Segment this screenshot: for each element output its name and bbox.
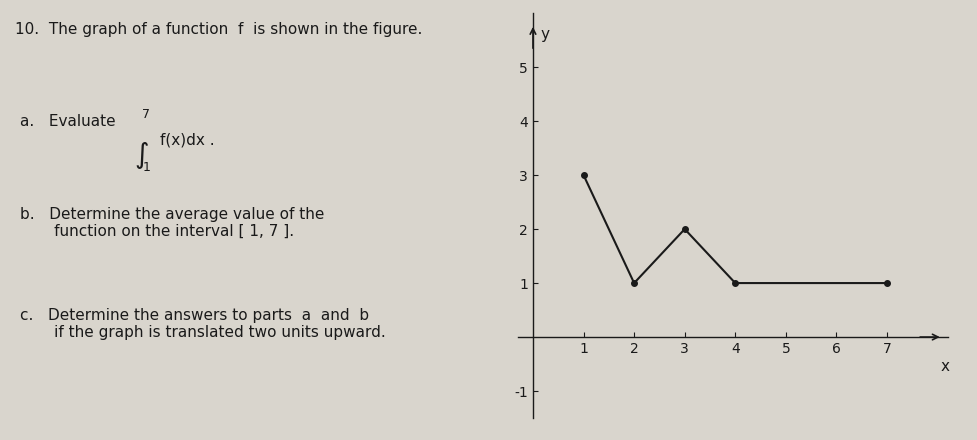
Text: 1: 1	[143, 161, 150, 174]
Text: ∫: ∫	[135, 141, 149, 169]
Text: c.   Determine the answers to parts  a  and  b
       if the graph is translated: c. Determine the answers to parts a and …	[21, 308, 386, 341]
Text: 7: 7	[143, 108, 150, 121]
Text: f(x)dx .: f(x)dx .	[160, 132, 215, 147]
Text: x: x	[941, 359, 950, 374]
Text: 10.  The graph of a function  f  is shown in the figure.: 10. The graph of a function f is shown i…	[16, 22, 423, 37]
Text: y: y	[540, 27, 550, 42]
Text: b.   Determine the average value of the
       function on the interval [ 1, 7 ]: b. Determine the average value of the fu…	[21, 207, 324, 239]
Text: a.   Evaluate: a. Evaluate	[21, 114, 116, 129]
